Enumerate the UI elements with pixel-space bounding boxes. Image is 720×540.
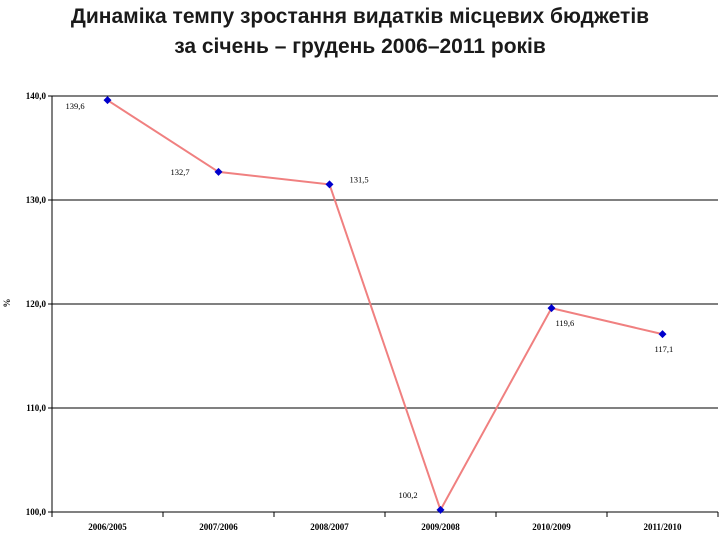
y-axis-ticks: 100,0 110,0 120,0 130,0 140,0 (26, 91, 52, 517)
data-label: 119,6 (556, 318, 575, 328)
y-tick-label: 120,0 (26, 299, 47, 309)
chart-title-line-2: за січень – грудень 2006–2011 років (174, 35, 546, 58)
y-tick-label: 100,0 (26, 507, 47, 517)
x-axis-ticks: 2006/2005 2007/2006 2008/2007 2009/2008 2010… (51, 512, 719, 532)
data-point-marker (214, 167, 223, 176)
x-tick-label: 2007/2006 (199, 522, 238, 532)
y-tick-label: 110,0 (26, 403, 46, 413)
data-label: 132,7 (171, 167, 190, 177)
data-point-marker (658, 330, 667, 339)
data-point-marker (325, 180, 334, 189)
chart-title-line-1: Динаміка темпу зростання видатків місцев… (70, 5, 650, 28)
x-tick-label: 2008/2007 (310, 522, 349, 532)
y-tick-label: 140,0 (26, 91, 47, 101)
data-label: 131,5 (350, 174, 369, 184)
x-tick-label: 2010/2009 (532, 522, 571, 532)
data-point-marker (547, 304, 556, 313)
data-point-marker (436, 505, 445, 514)
y-axis-label: % (2, 299, 12, 308)
gridlines (52, 95, 718, 513)
chart-title: Динаміка темпу зростання видатків місцев… (0, 2, 720, 62)
series: 139,6 132,7 131,5 100,2 119,6 117,1 (66, 96, 674, 514)
data-label: 139,6 (66, 101, 85, 111)
series-line (106, 99, 663, 513)
data-point-marker (103, 96, 112, 105)
x-tick-label: 2009/2008 (421, 522, 460, 532)
data-label: 117,1 (655, 344, 674, 354)
x-tick-label: 2006/2005 (88, 522, 127, 532)
x-tick-label: 2011/2010 (643, 522, 682, 532)
data-label: 100,2 (399, 490, 418, 500)
y-tick-label: 130,0 (26, 195, 47, 205)
